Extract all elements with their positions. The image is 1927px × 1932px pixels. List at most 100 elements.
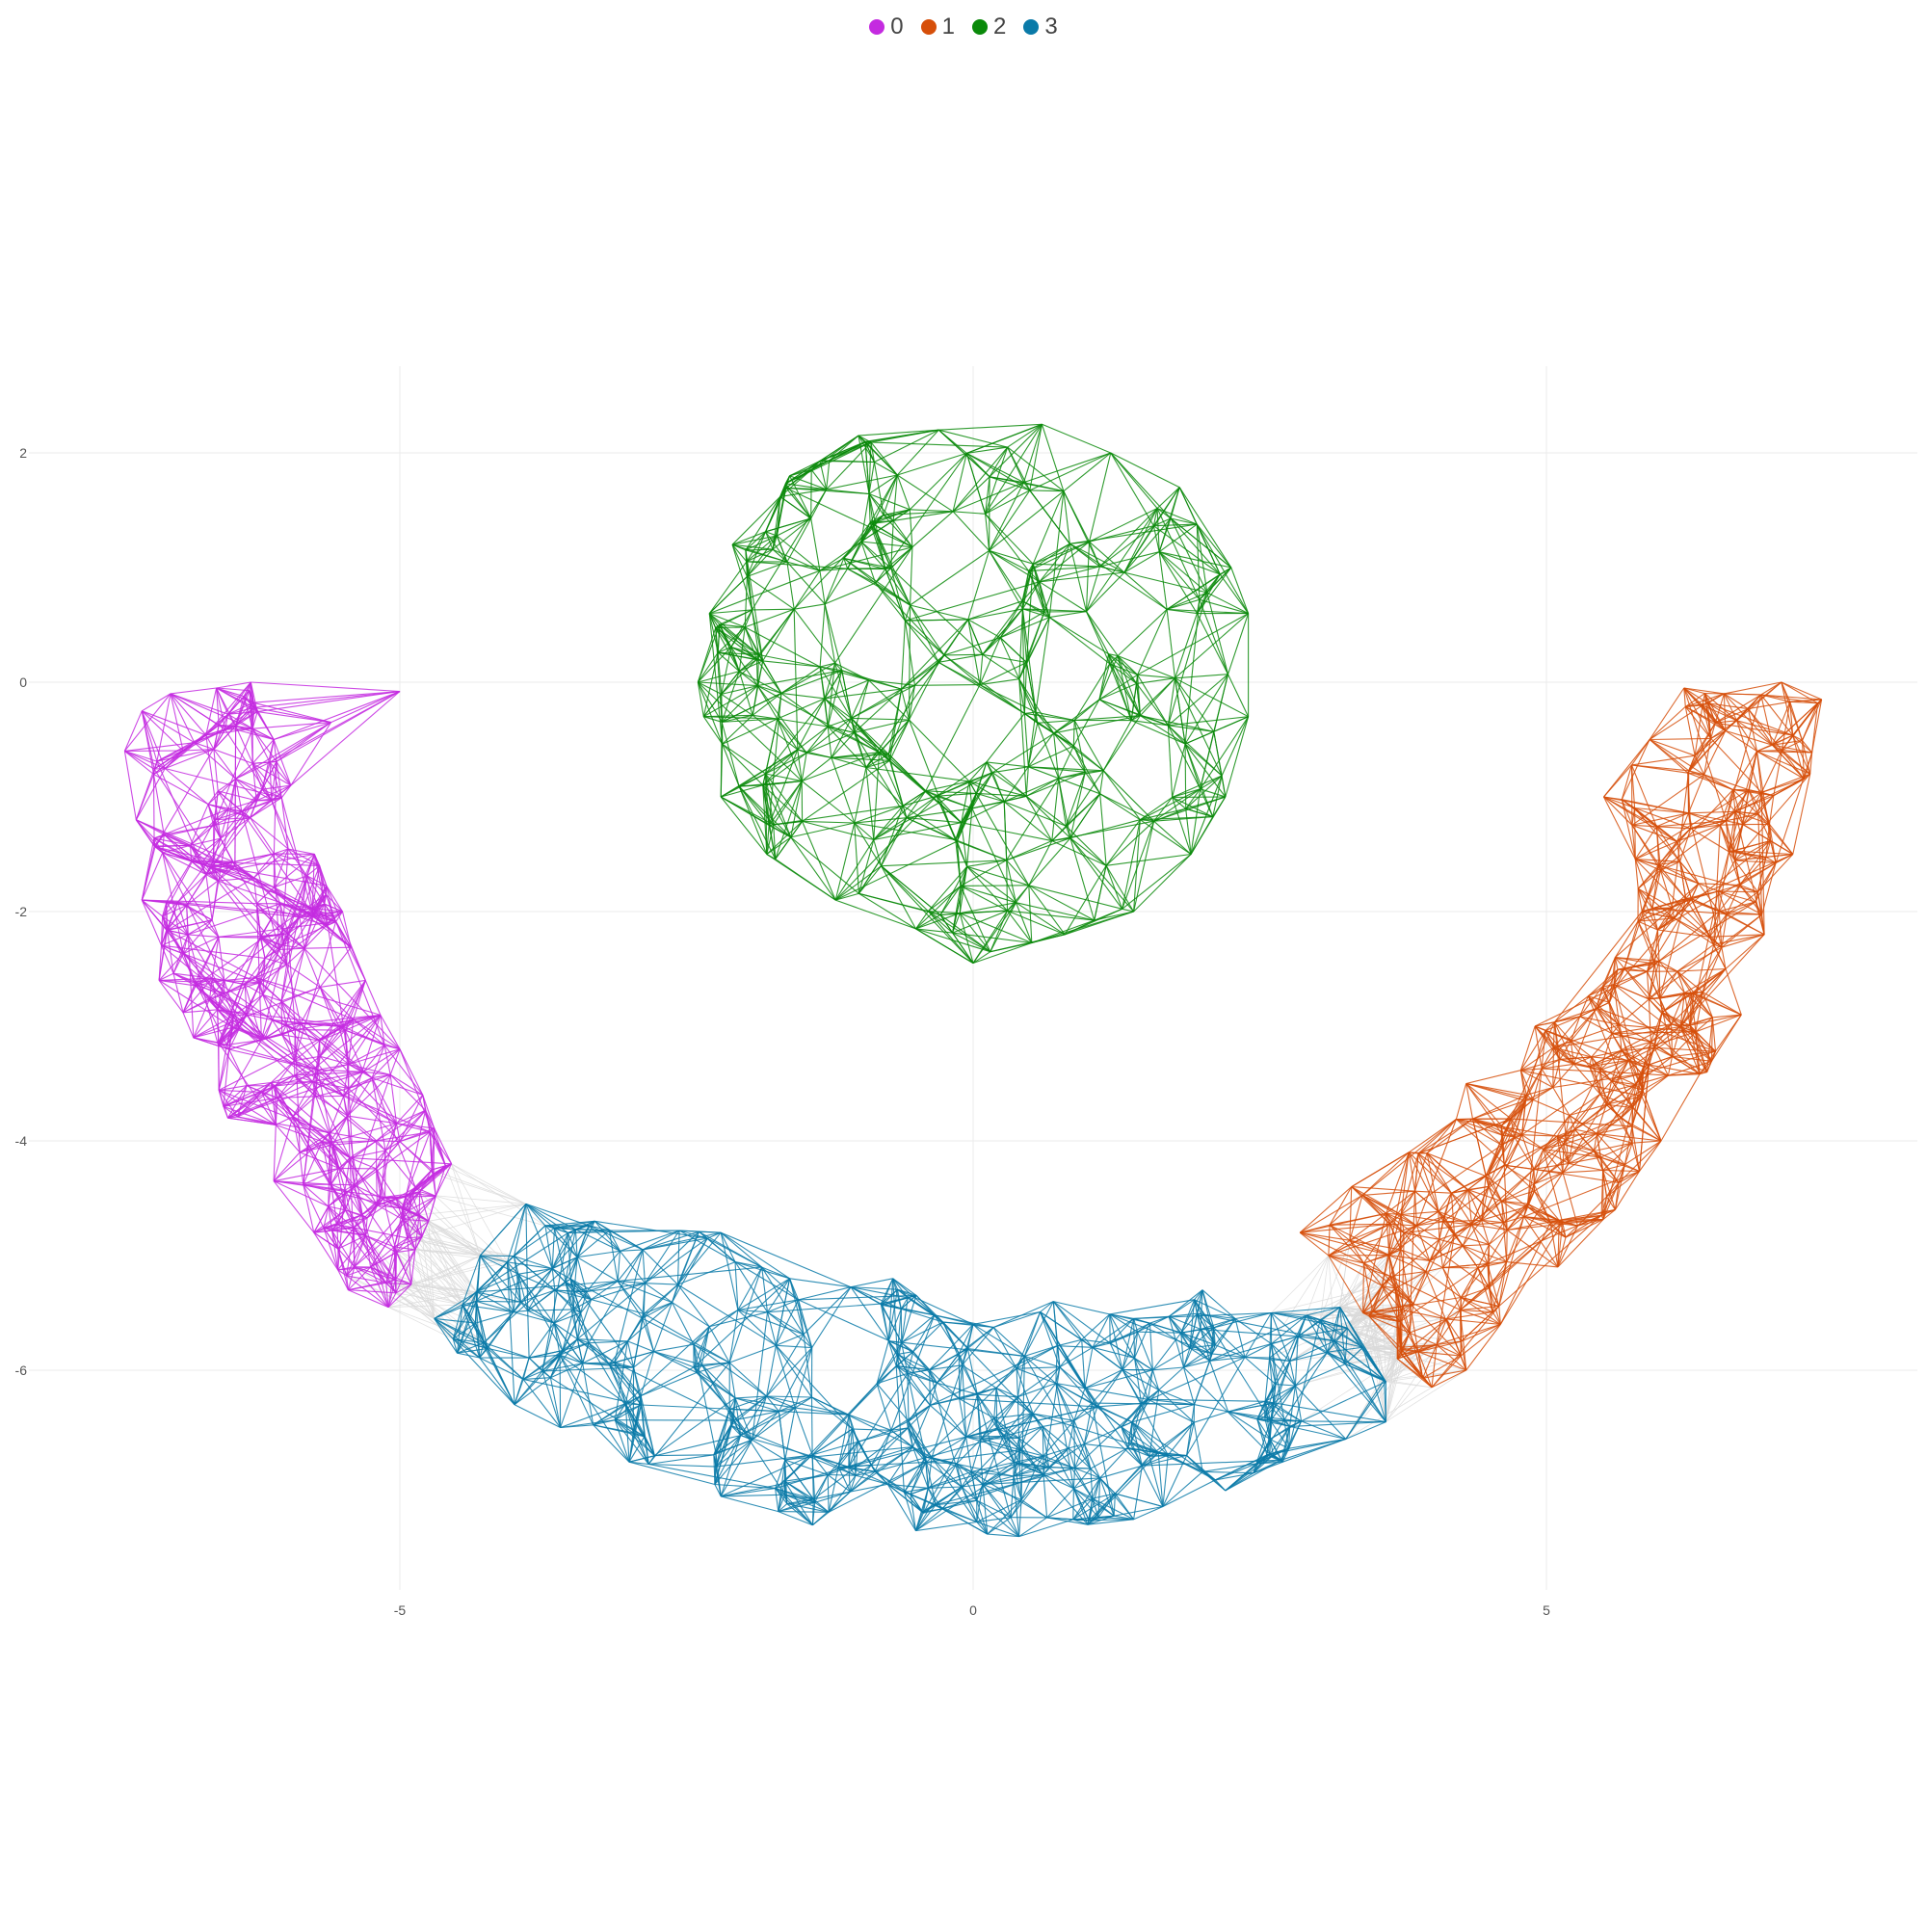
cluster-0-edge	[270, 723, 331, 763]
cluster-1-edge	[1558, 1220, 1603, 1267]
cluster-1-edge	[1418, 1120, 1456, 1154]
cluster-2-edge	[1004, 802, 1052, 841]
cluster-0-edge	[281, 798, 288, 849]
cluster-2-edge	[1029, 886, 1032, 943]
cluster-3-edge	[1019, 1520, 1073, 1537]
cluster-2-edge	[874, 840, 882, 866]
cluster-0-edge	[217, 682, 251, 688]
cluster-2-edge	[1168, 678, 1175, 726]
cluster-0-edge	[300, 917, 304, 948]
cluster-0-edge	[324, 1228, 338, 1270]
cluster-2-edge	[897, 475, 953, 512]
cluster-2-edge	[910, 510, 953, 512]
cluster-2-edge	[937, 762, 987, 796]
cluster-0-edge	[164, 826, 214, 834]
cluster-0-edge	[293, 1082, 313, 1117]
legend-dot-icon	[921, 19, 937, 35]
cluster-1-edge	[1635, 808, 1636, 860]
cluster-2-edge	[972, 796, 1026, 808]
cluster-0-edge	[320, 980, 365, 987]
cluster-2-edge	[902, 621, 906, 689]
legend-dot-icon	[972, 19, 988, 35]
cluster-2-edge	[1007, 860, 1008, 911]
cluster-1-edge	[1677, 947, 1722, 971]
cluster-2-edge	[1106, 821, 1154, 865]
cluster-2-edge	[739, 659, 756, 671]
cluster-1-edge	[1712, 1018, 1715, 1051]
cluster-1-edge	[1624, 968, 1649, 999]
cluster-2-edge	[767, 855, 835, 901]
cluster-2-edge	[1030, 490, 1070, 543]
cluster-1-edge	[1773, 703, 1818, 746]
cluster-2-edge	[1049, 612, 1086, 618]
cluster-0-edge	[154, 775, 155, 847]
cluster-0-edge	[251, 682, 400, 692]
cluster-2-edge	[747, 562, 848, 569]
cluster-2-edge	[1032, 920, 1095, 942]
legend-item-1[interactable]: 1	[921, 13, 955, 40]
cluster-3-edge	[1134, 1507, 1163, 1520]
cluster-0-edge	[247, 1086, 275, 1087]
cluster-2-edge	[769, 781, 802, 826]
cluster-1-edge	[1456, 1084, 1465, 1120]
cluster-2-edge	[791, 823, 855, 837]
cluster-1-edge	[1350, 1240, 1389, 1255]
cluster-2-edge	[953, 512, 990, 551]
cluster-2-edge	[1185, 675, 1227, 744]
legend-item-3[interactable]: 3	[1023, 13, 1057, 40]
cluster-3-edge	[515, 1405, 561, 1428]
cluster-2-edge	[987, 762, 1004, 802]
cluster-2-edge	[962, 823, 1052, 841]
cluster-1-edge	[1650, 740, 1695, 756]
cluster-2-edge	[1159, 552, 1167, 610]
cluster-2-edge	[825, 604, 835, 663]
cluster-0-edge	[206, 875, 212, 920]
cluster-2-edge	[716, 627, 746, 628]
cluster-1-edge	[1563, 1171, 1603, 1173]
cluster-2-edge	[987, 762, 992, 773]
cluster-1-edge	[1415, 1191, 1417, 1226]
cluster-2-edge	[722, 686, 757, 723]
cluster-2-edge	[1134, 855, 1192, 913]
cluster-1-edge	[1677, 971, 1694, 992]
cluster-2-edge	[1049, 618, 1108, 654]
cluster-0-edge	[214, 750, 218, 791]
cluster-0-edge	[295, 1030, 345, 1031]
cluster-2-edge	[756, 609, 794, 659]
cluster-2-edge	[855, 823, 859, 893]
cluster-2-edge	[866, 768, 969, 781]
legend-item-0[interactable]: 0	[869, 13, 903, 40]
cluster-2-edge	[1049, 618, 1110, 664]
cluster-0-edge	[159, 973, 173, 980]
cluster-0-edge	[251, 818, 275, 854]
cluster-0-edge	[124, 751, 153, 774]
cluster-2-edge	[752, 609, 795, 610]
cluster-0-edge	[154, 775, 209, 805]
cluster-2-edge	[827, 461, 830, 490]
x-tick-label: -5	[394, 1602, 407, 1618]
cluster-3-edge	[560, 1355, 561, 1427]
cluster-3-edge	[594, 1221, 620, 1251]
cluster-0-edge	[124, 711, 142, 752]
cluster-2-edge	[953, 477, 990, 512]
cluster-2-edge	[1222, 717, 1249, 776]
cluster-3-edge	[851, 1279, 893, 1287]
cluster-2-edge	[1019, 609, 1023, 679]
cluster-2-edge	[1106, 865, 1122, 909]
x-tick-label: 5	[1543, 1602, 1550, 1618]
cluster-1-edge	[1401, 1211, 1439, 1214]
cluster-0-edge	[419, 1192, 420, 1215]
cluster-2-edge	[802, 757, 832, 781]
cluster-0-edge	[154, 775, 165, 835]
legend-item-2[interactable]: 2	[972, 13, 1006, 40]
cluster-2-edge	[811, 518, 820, 570]
cluster-1-edge	[1720, 825, 1743, 826]
cluster-2-edge	[1026, 772, 1085, 796]
cluster-2-edge	[723, 744, 763, 785]
cluster-2-edge	[794, 570, 820, 609]
cluster-3-edge	[648, 1455, 714, 1465]
cluster-1-edge	[1758, 814, 1793, 855]
cluster-1-edge	[1685, 706, 1695, 755]
cluster-2-edge	[844, 522, 870, 558]
cluster-2-edge	[953, 512, 986, 515]
